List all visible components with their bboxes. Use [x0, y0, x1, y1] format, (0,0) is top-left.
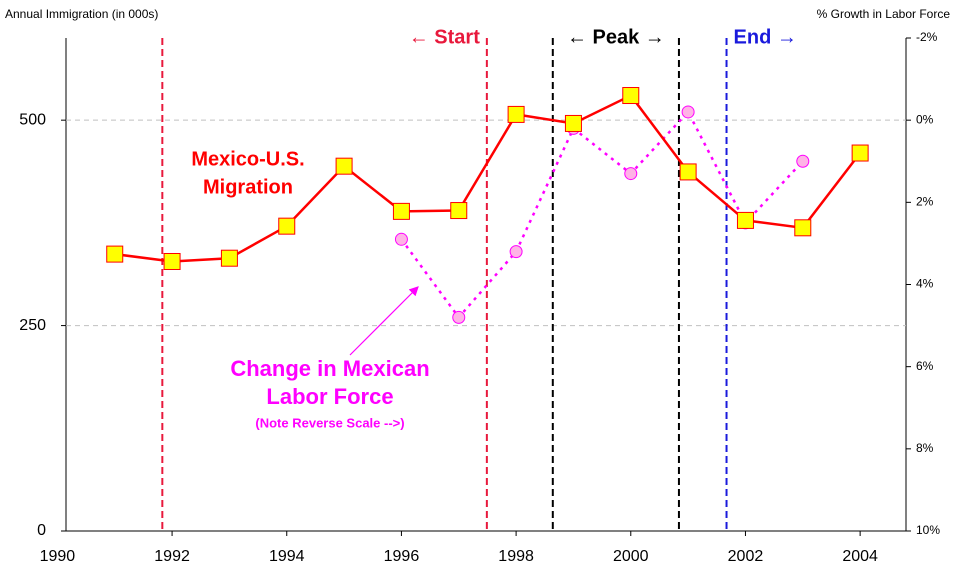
- point: [163, 252, 181, 270]
- y-axis-label: Annual Immigration (in 000s): [5, 7, 158, 21]
- point: [392, 202, 410, 220]
- reference-label: ← Start: [409, 26, 480, 48]
- annotation: Mexico-U.S.: [191, 148, 304, 170]
- point: [622, 87, 640, 105]
- point: [450, 202, 468, 220]
- point: [794, 219, 812, 237]
- point: [452, 310, 466, 324]
- point: [681, 105, 695, 119]
- y2-tick-label: 6%: [916, 359, 934, 373]
- series-line: [114, 93, 862, 263]
- y2-axis-label: % Growth in Labor Force: [817, 7, 951, 21]
- point: [679, 163, 697, 181]
- annotation-arrow: [349, 286, 419, 356]
- y-tick-label: 0: [37, 522, 46, 539]
- x-tick-label: 1990: [40, 548, 76, 565]
- y2-tick-label: 2%: [916, 195, 934, 209]
- annotation: Labor Force: [266, 384, 393, 409]
- point: [796, 154, 810, 168]
- point: [507, 105, 525, 123]
- point: [278, 217, 296, 235]
- annotation: (Note Reverse Scale -->): [255, 415, 404, 430]
- point: [106, 245, 124, 263]
- y2-tick-label: 0%: [916, 112, 934, 126]
- point: [220, 249, 238, 267]
- point: [509, 245, 523, 259]
- y-tick-label: 500: [19, 111, 46, 128]
- x-tick-label: 2000: [613, 548, 649, 565]
- point: [851, 144, 869, 162]
- point: [335, 157, 353, 175]
- x-tick-label: 1996: [384, 548, 420, 565]
- y2-tick-label: -2%: [916, 30, 938, 44]
- x-tick-label: 1994: [269, 548, 305, 565]
- point: [624, 167, 638, 181]
- point: [736, 211, 754, 229]
- y2-tick-label: 10%: [916, 523, 940, 537]
- reference-label: End →: [734, 26, 797, 48]
- x-tick-label: 2004: [842, 548, 878, 565]
- annotation: Change in Mexican: [230, 356, 429, 381]
- y2-tick-label: 4%: [916, 277, 934, 291]
- point: [394, 232, 408, 246]
- y-tick-label: 250: [19, 317, 46, 334]
- x-tick-label: 1998: [498, 548, 534, 565]
- reference-label: ← Peak →: [567, 26, 665, 48]
- x-tick-label: 1992: [154, 548, 190, 565]
- annotation: Migration: [203, 176, 293, 198]
- x-tick-label: 2002: [728, 548, 764, 565]
- point: [564, 114, 582, 132]
- y2-tick-label: 8%: [916, 441, 934, 455]
